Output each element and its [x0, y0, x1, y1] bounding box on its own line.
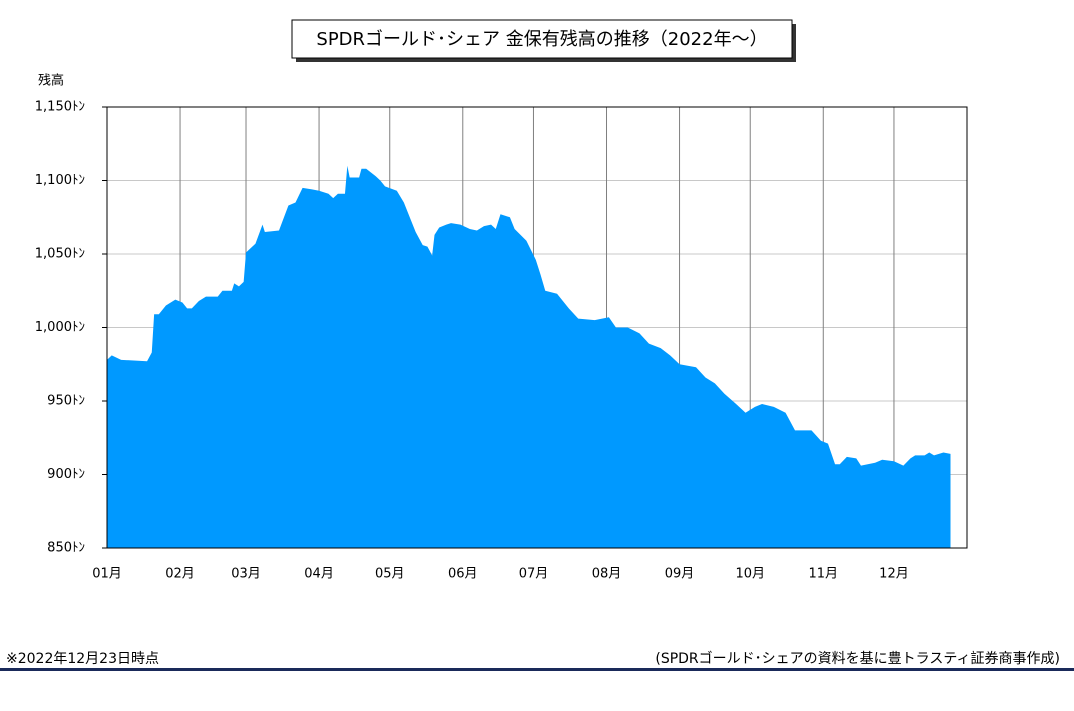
y-tick-label: 1,100ﾄﾝ: [35, 173, 85, 188]
x-tick-label: 09月: [665, 567, 695, 582]
x-tick-label: 03月: [231, 567, 261, 582]
x-tick-label: 01月: [92, 567, 122, 582]
plot-frame: [106, 106, 968, 549]
y-tick-label: 1,050ﾄﾝ: [35, 247, 85, 262]
footer-rule: [0, 668, 1074, 671]
x-tick-label: 12月: [879, 567, 909, 582]
x-tick-label: 06月: [448, 567, 478, 582]
source: (SPDRゴールド･シェアの資料を基に豊トラスティ証券商事作成): [655, 650, 1060, 667]
y-tick-label: 1,150ﾄﾝ: [35, 100, 85, 115]
chart-title: SPDRゴールド･シェア 金保有残高の推移（2022年～）: [316, 29, 767, 50]
x-tick-label: 08月: [592, 567, 622, 582]
y-tick-label: 850ﾄﾝ: [47, 541, 85, 556]
note: ※2022年12月23日時点: [6, 651, 159, 667]
x-tick-label: 05月: [375, 567, 405, 582]
y-tick-label: 950ﾄﾝ: [47, 394, 85, 409]
title-box: [291, 19, 793, 59]
y-axis-label: 残高: [38, 73, 64, 89]
area: [107, 165, 951, 549]
x-tick-label: 02月: [165, 567, 195, 582]
x-tick-label: 11月: [809, 567, 839, 582]
x-tick-label: 10月: [735, 567, 765, 582]
x-tick-label: 07月: [519, 567, 549, 582]
x-tick-label: 04月: [304, 567, 334, 582]
y-tick-label: 900ﾄﾝ: [47, 467, 85, 482]
y-tick-label: 1,000ﾄﾝ: [35, 320, 85, 335]
